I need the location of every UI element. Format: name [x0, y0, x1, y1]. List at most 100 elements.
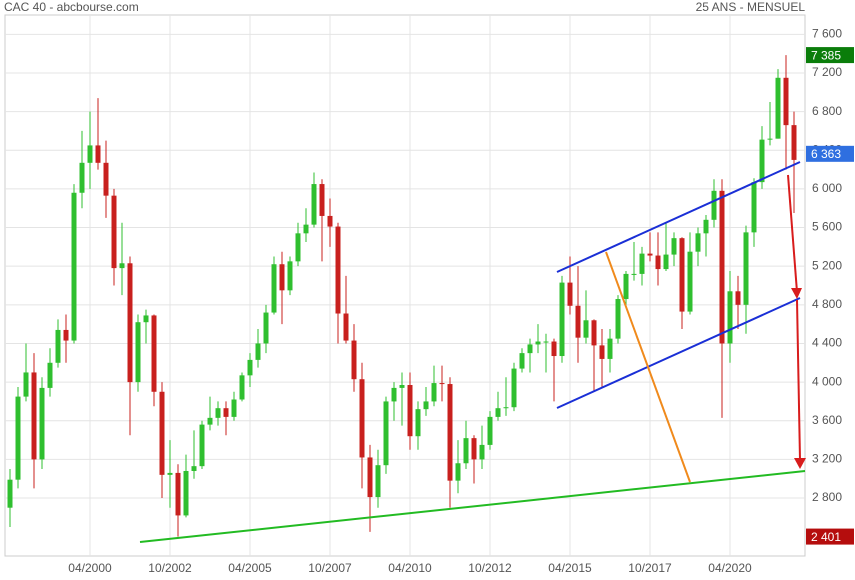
candle-body [439, 383, 445, 385]
candle-body [183, 470, 189, 516]
candle-body [583, 320, 589, 338]
channel-bottom [556, 297, 801, 409]
chart-subtitle: 25 ANS - MENSUEL [696, 0, 806, 14]
candle-body [23, 372, 29, 397]
candle-body [639, 253, 645, 274]
candle-body [687, 251, 693, 312]
candle-body [423, 401, 429, 410]
candle-body [407, 385, 413, 437]
y-tick-label: 3 200 [812, 452, 842, 466]
orange-line [605, 251, 691, 483]
candle-body [535, 341, 541, 345]
candle-body [271, 264, 277, 313]
y-tick-label: 5 600 [812, 220, 842, 234]
candle-body [503, 407, 509, 409]
candle-body [591, 320, 597, 346]
candle-body [495, 408, 501, 417]
candle-body [511, 368, 517, 408]
candle-body [319, 184, 325, 216]
candle-body [727, 291, 733, 344]
candle-body [631, 273, 637, 275]
price-badge [806, 145, 854, 162]
candle-body [767, 138, 773, 140]
candle-body [607, 338, 613, 359]
candle-body [719, 190, 725, 344]
candle-body [383, 401, 389, 466]
candle-body [15, 396, 21, 480]
y-tick-label: 4 400 [812, 336, 842, 350]
x-tick-label: 04/2015 [548, 561, 592, 575]
candle-body [247, 359, 253, 376]
y-tick-label: 4 800 [812, 297, 842, 311]
support-line [139, 470, 806, 543]
candle-body [647, 253, 653, 256]
candle-body [335, 226, 341, 314]
candle-body [295, 233, 301, 262]
candle-body [391, 387, 397, 402]
candle-body [47, 362, 53, 388]
price-badge [806, 528, 854, 545]
candle-body [711, 190, 717, 220]
candle-body [615, 299, 621, 339]
candle-body [463, 438, 469, 464]
candle-body [471, 438, 477, 460]
candle-body [655, 255, 661, 270]
candle-body [207, 417, 213, 425]
candle-body [327, 215, 333, 227]
candle-body [31, 372, 37, 460]
candle-body [199, 424, 205, 467]
candle-body [351, 340, 357, 380]
candle-body [311, 184, 317, 225]
candle-body [151, 315, 157, 392]
candle-body [447, 384, 453, 481]
candle-body [751, 182, 757, 233]
candle-body [135, 322, 141, 383]
y-tick-label: 5 200 [812, 258, 842, 272]
candle-body [735, 291, 741, 305]
arrow [787, 174, 798, 293]
price-badge [806, 47, 854, 64]
price-badge-label: 6 363 [811, 147, 841, 161]
candle-body [103, 162, 109, 196]
candle-body [759, 139, 765, 183]
candle-body [375, 465, 381, 498]
candle-body [783, 77, 789, 126]
candle-body [431, 383, 437, 402]
candle-body [167, 472, 173, 475]
candle-body [703, 219, 709, 234]
candle-body [359, 379, 365, 458]
channel-top [556, 161, 801, 273]
candle-body [95, 145, 101, 163]
x-tick-label: 04/2020 [708, 561, 752, 575]
candle-body [303, 224, 309, 234]
candle-body [231, 399, 237, 417]
y-tick-label: 7 200 [812, 65, 842, 79]
x-tick-label: 10/2007 [308, 561, 352, 575]
y-tick-label: 6 800 [812, 104, 842, 118]
candle-body [455, 463, 461, 481]
trend-lines [139, 161, 806, 543]
price-badge-label: 2 401 [811, 530, 841, 544]
plot-area [4, 14, 806, 557]
x-tick-label: 04/2005 [228, 561, 272, 575]
candle-body [543, 341, 549, 343]
price-badge-label: 7 385 [811, 48, 841, 62]
candle-body [175, 472, 181, 516]
x-tick-label: 04/2000 [68, 561, 112, 575]
candle-body [343, 313, 349, 341]
candle-body [695, 233, 701, 252]
x-tick-label: 10/2012 [468, 561, 512, 575]
candle-body [71, 192, 77, 341]
y-tick-label: 4 000 [812, 374, 842, 388]
candle-body [63, 329, 69, 341]
y-tick-label: 3 600 [812, 413, 842, 427]
candle-body [263, 312, 269, 344]
candle-body [223, 408, 229, 417]
candle-body [567, 282, 573, 306]
candle-body [551, 341, 557, 357]
x-tick-label: 10/2002 [148, 561, 192, 575]
candle-body [239, 375, 245, 400]
x-tick-label: 10/2017 [628, 561, 672, 575]
candle-body [479, 444, 485, 460]
